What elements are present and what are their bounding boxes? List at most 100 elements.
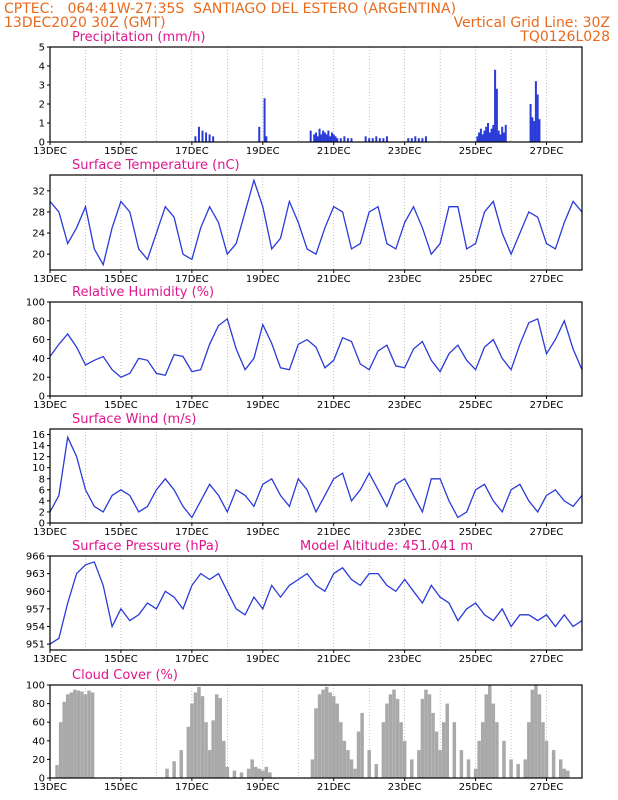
y-tick-label: 0 [39,138,45,149]
x-tick-label: 23DEC [388,146,422,157]
y-tick-label: 10 [32,463,45,474]
data-bar [487,123,490,142]
data-bar [323,132,326,142]
data-bar [336,138,339,142]
y-tick-label: 2 [39,507,45,518]
data-bar [321,689,325,778]
data-bar [385,136,388,142]
data-bar [201,130,204,142]
data-bar [371,138,374,142]
data-bar [420,698,425,778]
y-tick-label: 8 [39,474,45,485]
data-bar [212,136,215,142]
x-tick-label: 25DEC [459,654,493,665]
y-tick-label: 6 [39,485,45,496]
panel-title: Relative Humidity (%) [72,285,214,300]
data-bar [315,132,317,142]
data-bar [265,136,268,142]
data-bar [495,722,499,778]
data-bar [313,134,316,142]
data-bar [328,692,332,778]
data-bar [356,731,361,778]
data-bar [479,128,482,142]
data-bar [316,136,319,142]
data-bar [257,768,262,778]
y-tick-label: 0 [39,774,45,785]
data-bar [69,692,74,778]
x-tick-label: 25DEC [459,274,493,285]
data-bar [83,694,88,778]
y-tick-label: 100 [26,681,45,692]
data-bar [504,124,507,142]
y-tick-label: 80 [32,699,45,710]
plot-frame [49,684,583,779]
data-bar [494,69,497,142]
data-bar [207,750,212,778]
data-bar [551,750,556,778]
data-bar [502,740,506,778]
data-bar [410,759,414,778]
data-bar [491,703,496,778]
data-bar [537,694,542,778]
panel-title: Surface Pressure (hPa) [72,539,219,554]
data-bar [480,722,485,778]
x-tick-label: 15DEC [104,400,138,411]
data-bar [495,88,498,142]
data-bar [488,132,491,142]
x-tick-label: 13DEC [33,146,67,157]
data-bar [492,124,495,142]
data-bar [172,761,176,778]
data-bar [427,694,432,778]
data-bar [392,689,396,778]
data-bar [441,722,446,778]
y-tick-label: 12 [32,452,45,463]
x-tick-label: 21DEC [317,527,351,538]
y-tick-label: 28 [32,207,45,218]
data-bar [314,708,318,778]
data-bar [343,136,346,142]
x-tick-label: 27DEC [530,654,564,665]
series-line [49,435,583,519]
y-tick-label: 4 [39,496,45,507]
x-tick-label: 21DEC [317,146,351,157]
y-tick-label: 2 [39,100,45,111]
y-tick-label: 20 [32,250,45,261]
data-bar [502,132,505,142]
data-bar [374,764,379,778]
data-bar [364,136,367,142]
data-bar [253,766,258,778]
y-tick-label: 20 [32,373,45,384]
data-bar [484,694,488,778]
y-tick-label: 957 [26,604,45,615]
data-bar [476,136,479,142]
data-bar [360,712,364,778]
y-tick-label: 4 [39,62,45,73]
data-bar [339,138,342,142]
y-tick-label: 1 [39,119,45,130]
data-bar [445,703,449,778]
data-bar [523,759,528,778]
series-line [49,561,583,645]
data-bar [562,768,567,778]
data-bar [197,686,201,778]
data-bar [222,740,226,778]
data-bar [382,138,385,142]
x-tick-label: 21DEC [317,782,351,793]
data-bar [317,694,322,778]
data-bar [258,126,261,142]
data-bar [335,703,340,778]
x-tick-label: 25DEC [459,782,493,793]
data-bar [263,98,266,142]
data-bar [232,770,237,778]
data-bar [330,132,333,142]
data-bar [485,126,488,142]
data-bar [261,770,265,778]
series-line [49,178,583,267]
y-tick-label: 3 [39,81,45,92]
x-tick-label: 13DEC [33,274,67,285]
data-bar [334,136,337,142]
x-tick-label: 25DEC [459,527,493,538]
data-bar [375,136,378,142]
x-tick-label: 19DEC [246,274,280,285]
data-bar [324,686,329,778]
